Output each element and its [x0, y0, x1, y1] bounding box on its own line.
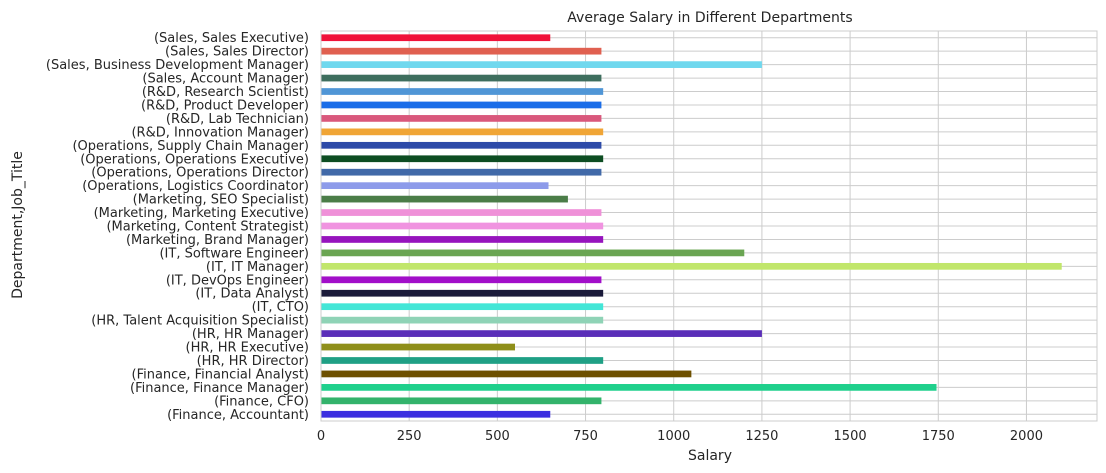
bar	[321, 74, 602, 82]
bar	[321, 384, 937, 391]
y-tick-label: (Finance, Finance Manager)	[130, 381, 309, 396]
bar	[321, 141, 602, 149]
bar	[321, 330, 762, 337]
y-tick-label: (Sales, Sales Executive)	[154, 31, 309, 46]
x-tick-label: 1500	[834, 429, 867, 444]
y-tick-label: (Sales, Business Development Manager)	[46, 58, 309, 73]
y-tick-label: (Sales, Account Manager)	[142, 72, 309, 87]
x-tick-label: 1000	[657, 429, 690, 444]
bar	[321, 209, 602, 216]
bar	[321, 182, 549, 190]
y-tick-label: (R&D, Research Scientist)	[142, 85, 309, 100]
bar	[321, 61, 762, 68]
y-tick-label: (IT, CTO)	[252, 300, 309, 315]
y-tick-labels: (Finance, Accountant)(Finance, CFO)(Fina…	[46, 31, 309, 423]
bar	[321, 155, 604, 163]
y-tick-label: (IT, IT Manager)	[206, 260, 309, 275]
y-tick-label: (Marketing, Content Strategist)	[106, 220, 309, 235]
y-tick-label: (Operations, Logistics Coordinator)	[82, 179, 309, 194]
bar	[321, 410, 551, 418]
y-tick-label: (IT, Software Engineer)	[159, 246, 309, 261]
bar	[321, 276, 602, 284]
bar	[321, 101, 602, 109]
y-tick-label: (Finance, Accountant)	[167, 408, 309, 423]
bar	[321, 115, 602, 122]
y-axis-title: Department,Job_Title	[10, 151, 26, 299]
y-tick-label: (Operations, Operations Director)	[91, 166, 309, 181]
y-tick-label: (IT, Data Analyst)	[195, 287, 309, 302]
bar	[321, 343, 515, 351]
bar	[321, 168, 602, 176]
y-tick-label: (R&D, Product Developer)	[141, 98, 309, 113]
bar	[321, 316, 604, 324]
bar	[321, 303, 604, 311]
bar	[321, 357, 604, 364]
bar	[321, 34, 551, 42]
y-tick-label: (R&D, Innovation Manager)	[131, 125, 309, 140]
x-tick-labels: 0 250 500 750 1000 1250 1500 1750 2000	[317, 429, 1043, 444]
y-tick-label: (Marketing, Marketing Executive)	[94, 206, 309, 221]
bar	[321, 262, 1062, 270]
x-tick-label: 1750	[922, 429, 955, 444]
x-tick-label: 1250	[745, 429, 778, 444]
y-tick-label: (HR, HR Director)	[197, 354, 309, 369]
x-tick-label: 500	[485, 429, 510, 444]
y-tick-label: (HR, Talent Acquisition Specialist)	[91, 314, 309, 329]
x-tick-label: 0	[317, 429, 325, 444]
y-tick-label: (R&D, Lab Technician)	[166, 112, 309, 127]
bar	[321, 222, 604, 230]
bar	[321, 397, 602, 405]
y-tick-label: (IT, DevOps Engineer)	[166, 273, 309, 288]
y-tick-label: (Operations, Operations Executive)	[80, 152, 309, 167]
bar	[321, 88, 604, 95]
y-tick-label: (Marketing, SEO Specialist)	[133, 193, 309, 208]
y-tick-label: (HR, HR Manager)	[192, 327, 309, 342]
x-tick-label: 750	[573, 429, 598, 444]
bar	[321, 195, 568, 203]
y-tick-label: (Marketing, Brand Manager)	[126, 233, 309, 248]
bar	[321, 249, 745, 257]
y-tick-label: (Finance, Financial Analyst)	[132, 367, 309, 382]
x-tick-label: 2000	[1010, 429, 1043, 444]
y-tick-label: (Operations, Supply Chain Manager)	[72, 139, 309, 154]
bar	[321, 236, 604, 243]
y-tick-label: (Sales, Sales Director)	[165, 45, 309, 60]
bar	[321, 289, 604, 297]
y-tick-label: (Finance, CFO)	[214, 394, 309, 409]
bar	[321, 47, 602, 55]
bar	[321, 370, 692, 378]
plot-area-frame	[320, 30, 1098, 422]
bars	[321, 34, 1062, 418]
x-axis-title: Salary	[688, 448, 732, 464]
x-tick-label: 250	[397, 429, 422, 444]
chart-title: Average Salary in Different Departments	[567, 10, 852, 26]
y-tick-label: (HR, HR Executive)	[186, 341, 309, 356]
bar	[321, 128, 604, 136]
